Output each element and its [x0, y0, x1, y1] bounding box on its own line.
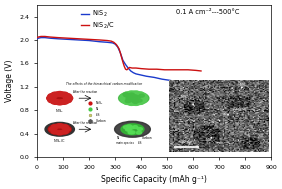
Y-axis label: Voltage (V): Voltage (V) [5, 60, 14, 102]
Text: 0.1 A cm⁻²---500°C: 0.1 A cm⁻²---500°C [177, 9, 240, 15]
Legend: NiS$_2$, NiS$_2$/C: NiS$_2$, NiS$_2$/C [80, 8, 115, 31]
X-axis label: Specific Capacity (mAh g⁻¹): Specific Capacity (mAh g⁻¹) [101, 175, 207, 184]
